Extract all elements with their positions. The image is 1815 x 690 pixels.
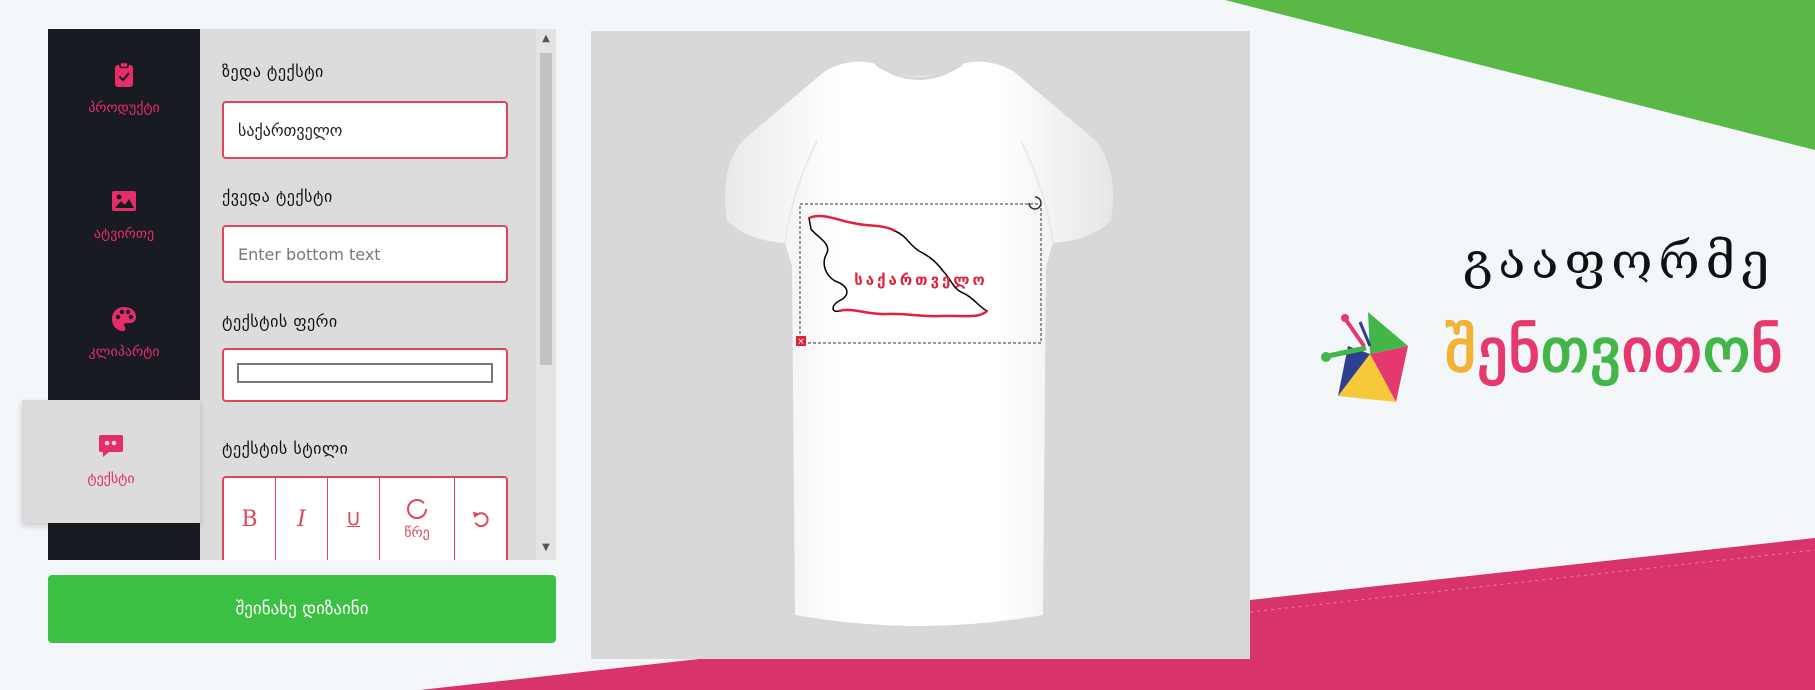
design-selection-box[interactable] — [799, 203, 1042, 344]
italic-button[interactable]: I — [276, 478, 328, 560]
circle-text-button[interactable]: წრე — [380, 478, 455, 560]
clipboard-check-icon — [115, 61, 133, 87]
sidebar-item-product[interactable]: პროდუქტი — [48, 61, 200, 116]
rotate-handle-icon[interactable] — [1028, 196, 1042, 210]
bottom-text-input[interactable] — [222, 225, 508, 283]
bottom-text-label: ქვედა ტექსტი — [222, 187, 333, 206]
image-icon — [112, 191, 136, 211]
form-scrollbar[interactable]: ▲ ▼ — [536, 29, 556, 560]
pink-band-shape — [1230, 538, 1815, 690]
brand-letter: შ — [1445, 317, 1478, 384]
svg-text:×: × — [797, 337, 805, 347]
brand-letter: თ — [1540, 317, 1590, 384]
brand-letter: ვ — [1589, 317, 1622, 384]
sidebar-item-label: კლიპარტი — [88, 344, 160, 360]
tshirt-collar — [875, 62, 963, 80]
brand-logo-icon — [1321, 312, 1408, 402]
bold-button[interactable]: B — [224, 478, 276, 560]
scroll-thumb[interactable] — [540, 53, 552, 365]
top-text-input[interactable] — [222, 101, 508, 159]
quote-bubble-icon — [99, 435, 123, 457]
map-red-border-bottom — [838, 308, 988, 318]
underline-button[interactable]: U — [328, 478, 380, 560]
text-color-label: ტექსტის ფერი — [222, 312, 338, 331]
brand-letter: თ — [1653, 317, 1703, 384]
product-preview: × საქართველო — [591, 31, 1250, 659]
circle-text-label: წრე — [404, 525, 430, 541]
brand-letter: ნ — [1750, 317, 1784, 384]
brand-letter: ი — [1621, 317, 1654, 384]
brand-letter: ნ — [1508, 317, 1541, 384]
left-sleeve-seam — [784, 140, 818, 244]
sidebar-item-label: ატვირთე — [93, 226, 155, 242]
brand-letter: ე — [1477, 317, 1509, 384]
text-style-toolbar: B I U წრე — [222, 476, 508, 560]
top-text-label: ზედა ტექსტი — [222, 62, 324, 81]
circle-icon — [407, 499, 427, 519]
brand-name: შენთვითონ — [1445, 316, 1783, 386]
brand-tagline: გააფორმე — [1462, 232, 1775, 290]
sidebar-item-label: პროდუქტი — [88, 100, 160, 116]
reset-style-button[interactable] — [455, 478, 506, 560]
tshirt-mockup: × საქართველო — [724, 61, 1114, 626]
scroll-up-arrow[interactable]: ▲ — [542, 33, 550, 44]
design-editor-panel: პროდუქტი ატვირთე კლიპარტი — [22, 29, 556, 560]
color-swatch[interactable] — [237, 363, 493, 383]
text-color-picker[interactable] — [222, 348, 508, 402]
green-corner-shape — [1225, 0, 1815, 150]
scroll-down-arrow[interactable]: ▼ — [542, 542, 550, 553]
text-style-label: ტექსტის სტილი — [222, 439, 349, 458]
delete-handle-icon[interactable] — [796, 336, 806, 346]
map-red-border-top — [808, 214, 896, 233]
sidebar-item-text[interactable]: ტექსტი — [22, 400, 200, 523]
text-options-form: ზედა ტექსტი ქვედა ტექსტი ტექსტის ფერი ტე… — [200, 29, 536, 560]
undo-icon — [472, 511, 489, 528]
sidebar-item-upload[interactable]: ატვირთე — [48, 187, 200, 242]
save-design-button[interactable]: შეინახე დიზაინი — [48, 575, 556, 643]
palette-icon — [112, 307, 136, 331]
tshirt-shape — [724, 61, 1114, 626]
brand-letter: ო — [1702, 317, 1751, 384]
sidebar-item-clipart[interactable]: კლიპარტი — [48, 305, 200, 360]
sidebar-item-label: ტექსტი — [87, 471, 135, 487]
right-sleeve-seam — [1020, 140, 1054, 244]
shirt-print-text[interactable]: საქართველო — [854, 271, 987, 289]
